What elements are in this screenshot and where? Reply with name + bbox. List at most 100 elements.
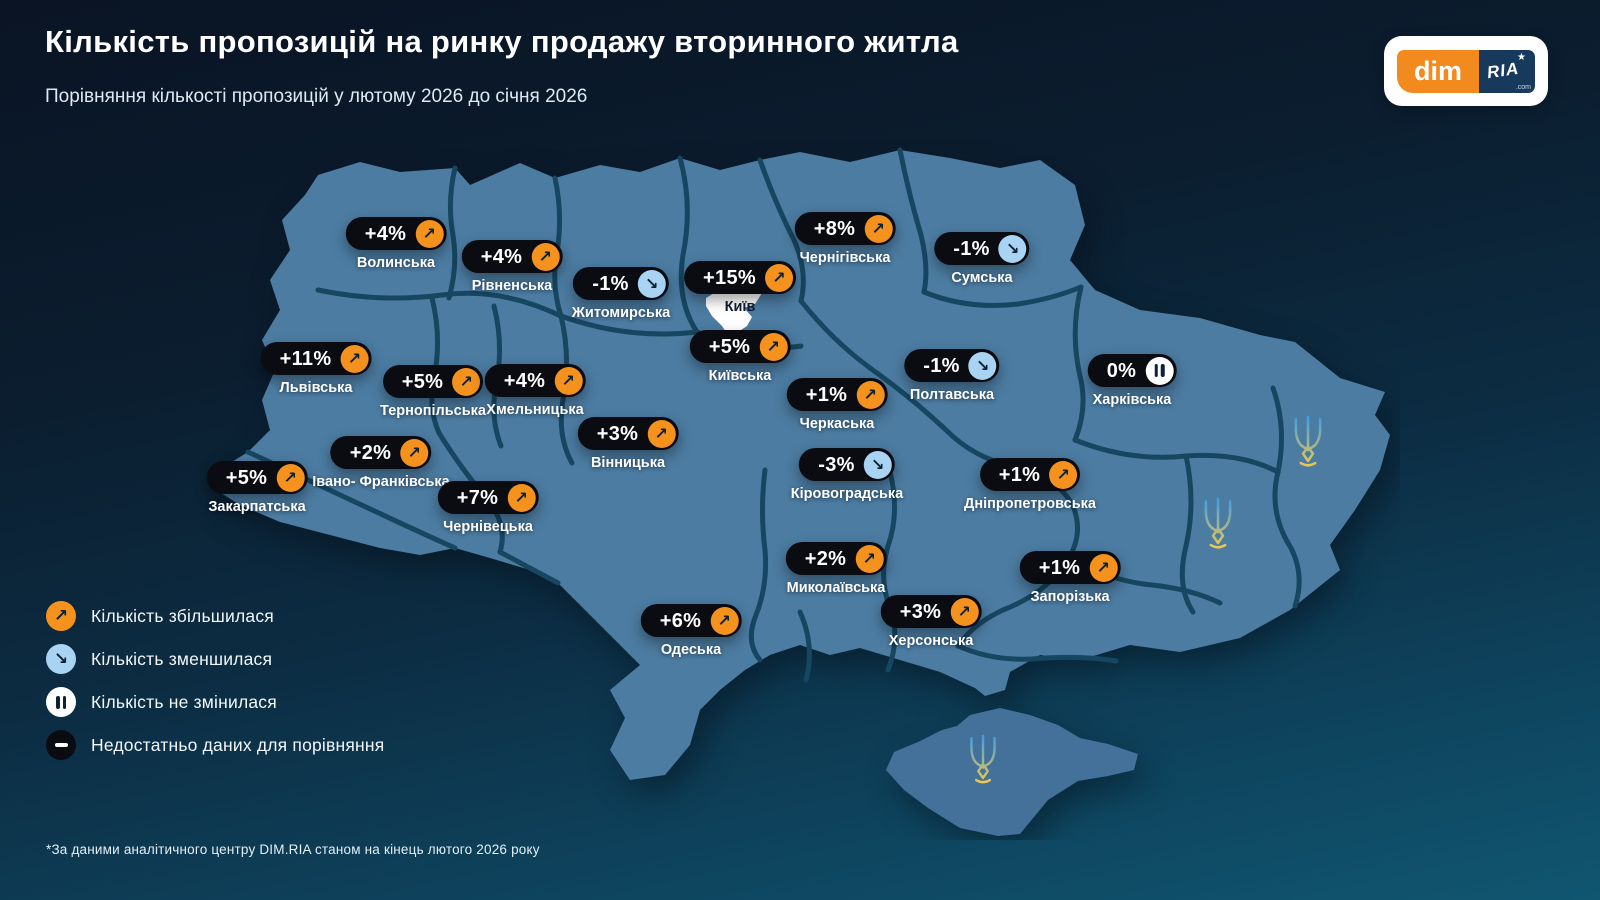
region-name-label: Рівненська <box>471 278 553 294</box>
region-name-label: Херсонська <box>888 633 974 649</box>
region-name-label: Чернігівська <box>799 250 891 266</box>
region-name-label: Волинська <box>356 255 436 271</box>
region-change-pill: +11% ↗ <box>260 342 372 375</box>
region-change-pill: -1% ↘ <box>934 232 1030 265</box>
no-data-icon <box>46 730 76 760</box>
trend-up-icon: ↗ <box>452 367 481 396</box>
region-change-pill: +4% ↗ <box>461 240 563 273</box>
region-badge: +5% ↗ Закарпатська <box>206 461 308 515</box>
trend-up-icon: ↗ <box>710 606 739 635</box>
kyiv-city-shape <box>706 285 762 338</box>
trend-up-icon: ↗ <box>340 344 369 373</box>
trend-up-icon: ↗ <box>864 214 893 243</box>
region-change-pill: +1% ↗ <box>1019 551 1121 584</box>
region-name-label: Хмельницька <box>486 402 584 418</box>
region-name-label: Київська <box>708 368 772 384</box>
region-change-pill: +15% ↗ <box>684 261 796 294</box>
legend-label: Кількість зменшилася <box>91 648 273 669</box>
footnote: *За даними аналітичного центру DIM.RIA с… <box>46 842 540 857</box>
region-badge: 0% Харківська <box>1087 354 1177 408</box>
trend-up-icon: ↗ <box>554 366 583 395</box>
region-change-value: +3% <box>596 422 639 445</box>
region-change-pill: +2% ↗ <box>785 542 887 575</box>
region-change-value: +7% <box>456 486 499 509</box>
region-badge: -1% ↘ Житомирська <box>572 267 670 321</box>
region-change-value: +6% <box>659 609 702 632</box>
region-change-value: -1% <box>592 272 629 295</box>
region-name-label: Одеська <box>660 642 722 658</box>
legend-item: ↘ Кількість зменшилася <box>46 644 384 674</box>
region-change-value: +1% <box>1038 556 1081 579</box>
region-badge: +11% ↗ Львівська <box>260 342 372 396</box>
region-name-label: Черкаська <box>799 416 875 432</box>
trend-up-icon: ↗ <box>1049 460 1078 489</box>
region-change-pill: +6% ↗ <box>640 604 742 637</box>
page-title: Кількість пропозицій на ринку продажу вт… <box>45 24 959 59</box>
crimea-shape <box>886 708 1138 836</box>
trend-up-icon: ↗ <box>1089 553 1118 582</box>
region-change-pill: +1% ↗ <box>786 378 888 411</box>
trend-down-icon: ↘ <box>968 351 997 380</box>
trend-up-icon: ↗ <box>856 380 885 409</box>
region-name-label: Кіровоградська <box>790 486 904 502</box>
region-badge: +2% ↗ Миколаївська <box>785 542 887 596</box>
region-badge: +4% ↗ Хмельницька <box>484 364 586 418</box>
region-name-label: Житомирська <box>571 305 671 321</box>
header: Кількість пропозицій на ринку продажу вт… <box>45 24 959 108</box>
trend-same-icon <box>1145 356 1174 385</box>
region-badge: +1% ↗ Запорізька <box>1019 551 1121 605</box>
region-change-value: +2% <box>349 441 392 464</box>
trend-up-icon: ↗ <box>855 544 884 573</box>
region-change-value: -1% <box>953 237 990 260</box>
region-change-pill: -1% ↘ <box>904 349 1000 382</box>
region-badge: -3% ↘ Кіровоградська <box>791 448 903 502</box>
region-name-label: Запорізька <box>1030 589 1110 605</box>
region-badge: -1% ↘ Сумська <box>934 232 1030 286</box>
trend-down-icon: ↘ <box>637 269 666 298</box>
trend-same-icon <box>46 687 76 717</box>
region-change-pill: +7% ↗ <box>437 481 539 514</box>
region-badge: +1% ↗ Черкаська <box>786 378 888 432</box>
logo-star-icon: ★ <box>1517 51 1526 63</box>
region-badge: +5% ↗ Київська <box>689 330 791 384</box>
region-name-label: Полтавська <box>909 387 995 403</box>
trend-up-icon: ↗ <box>759 332 788 361</box>
region-name-label: Івано- Франківська <box>312 474 450 490</box>
region-badge: +2% ↗ Івано- Франківська <box>312 436 450 490</box>
region-badge: +7% ↗ Чернівецька <box>437 481 539 535</box>
region-badge: +5% ↗ Тернопільська <box>380 365 486 419</box>
region-change-pill: 0% <box>1087 354 1177 387</box>
region-change-pill: -1% ↘ <box>573 267 669 300</box>
trend-up-icon: ↗ <box>764 263 793 292</box>
region-badge: +6% ↗ Одеська <box>640 604 742 658</box>
region-change-pill: +3% ↗ <box>880 595 982 628</box>
region-change-value: +3% <box>899 600 942 623</box>
region-change-value: -3% <box>818 453 855 476</box>
region-change-pill: -3% ↘ <box>799 448 895 481</box>
trend-up-icon: ↗ <box>507 483 536 512</box>
region-change-pill: +5% ↗ <box>206 461 308 494</box>
region-name-label: Вінницька <box>590 455 666 471</box>
region-name-label: Київ <box>724 299 756 315</box>
region-badge: +15% ↗ Київ <box>684 261 796 315</box>
region-badge: -1% ↘ Полтавська <box>904 349 1000 403</box>
region-name-label: Миколаївська <box>786 580 886 596</box>
region-change-value: +4% <box>503 369 546 392</box>
region-change-value: +8% <box>813 217 856 240</box>
logo-dim-text: dim <box>1397 49 1479 93</box>
region-badge: +1% ↗ Дніпропетровська <box>964 458 1096 512</box>
legend-label: Кількість не змінилася <box>91 691 277 712</box>
region-change-value: +1% <box>805 383 848 406</box>
region-change-pill: +3% ↗ <box>577 417 679 450</box>
region-change-value: -1% <box>923 354 960 377</box>
region-change-value: +5% <box>401 370 444 393</box>
trend-up-icon: ↗ <box>415 219 444 248</box>
trend-up-icon: ↗ <box>400 438 429 467</box>
region-change-pill: +4% ↗ <box>345 217 447 250</box>
region-change-value: +5% <box>708 335 751 358</box>
legend-label: Недостатньо даних для порівняння <box>91 734 385 755</box>
legend: ↗ Кількість збільшилася ↘ Кількість зменшил… <box>46 601 384 760</box>
region-name-label: Харківська <box>1092 392 1172 408</box>
region-change-value: +11% <box>279 347 332 370</box>
